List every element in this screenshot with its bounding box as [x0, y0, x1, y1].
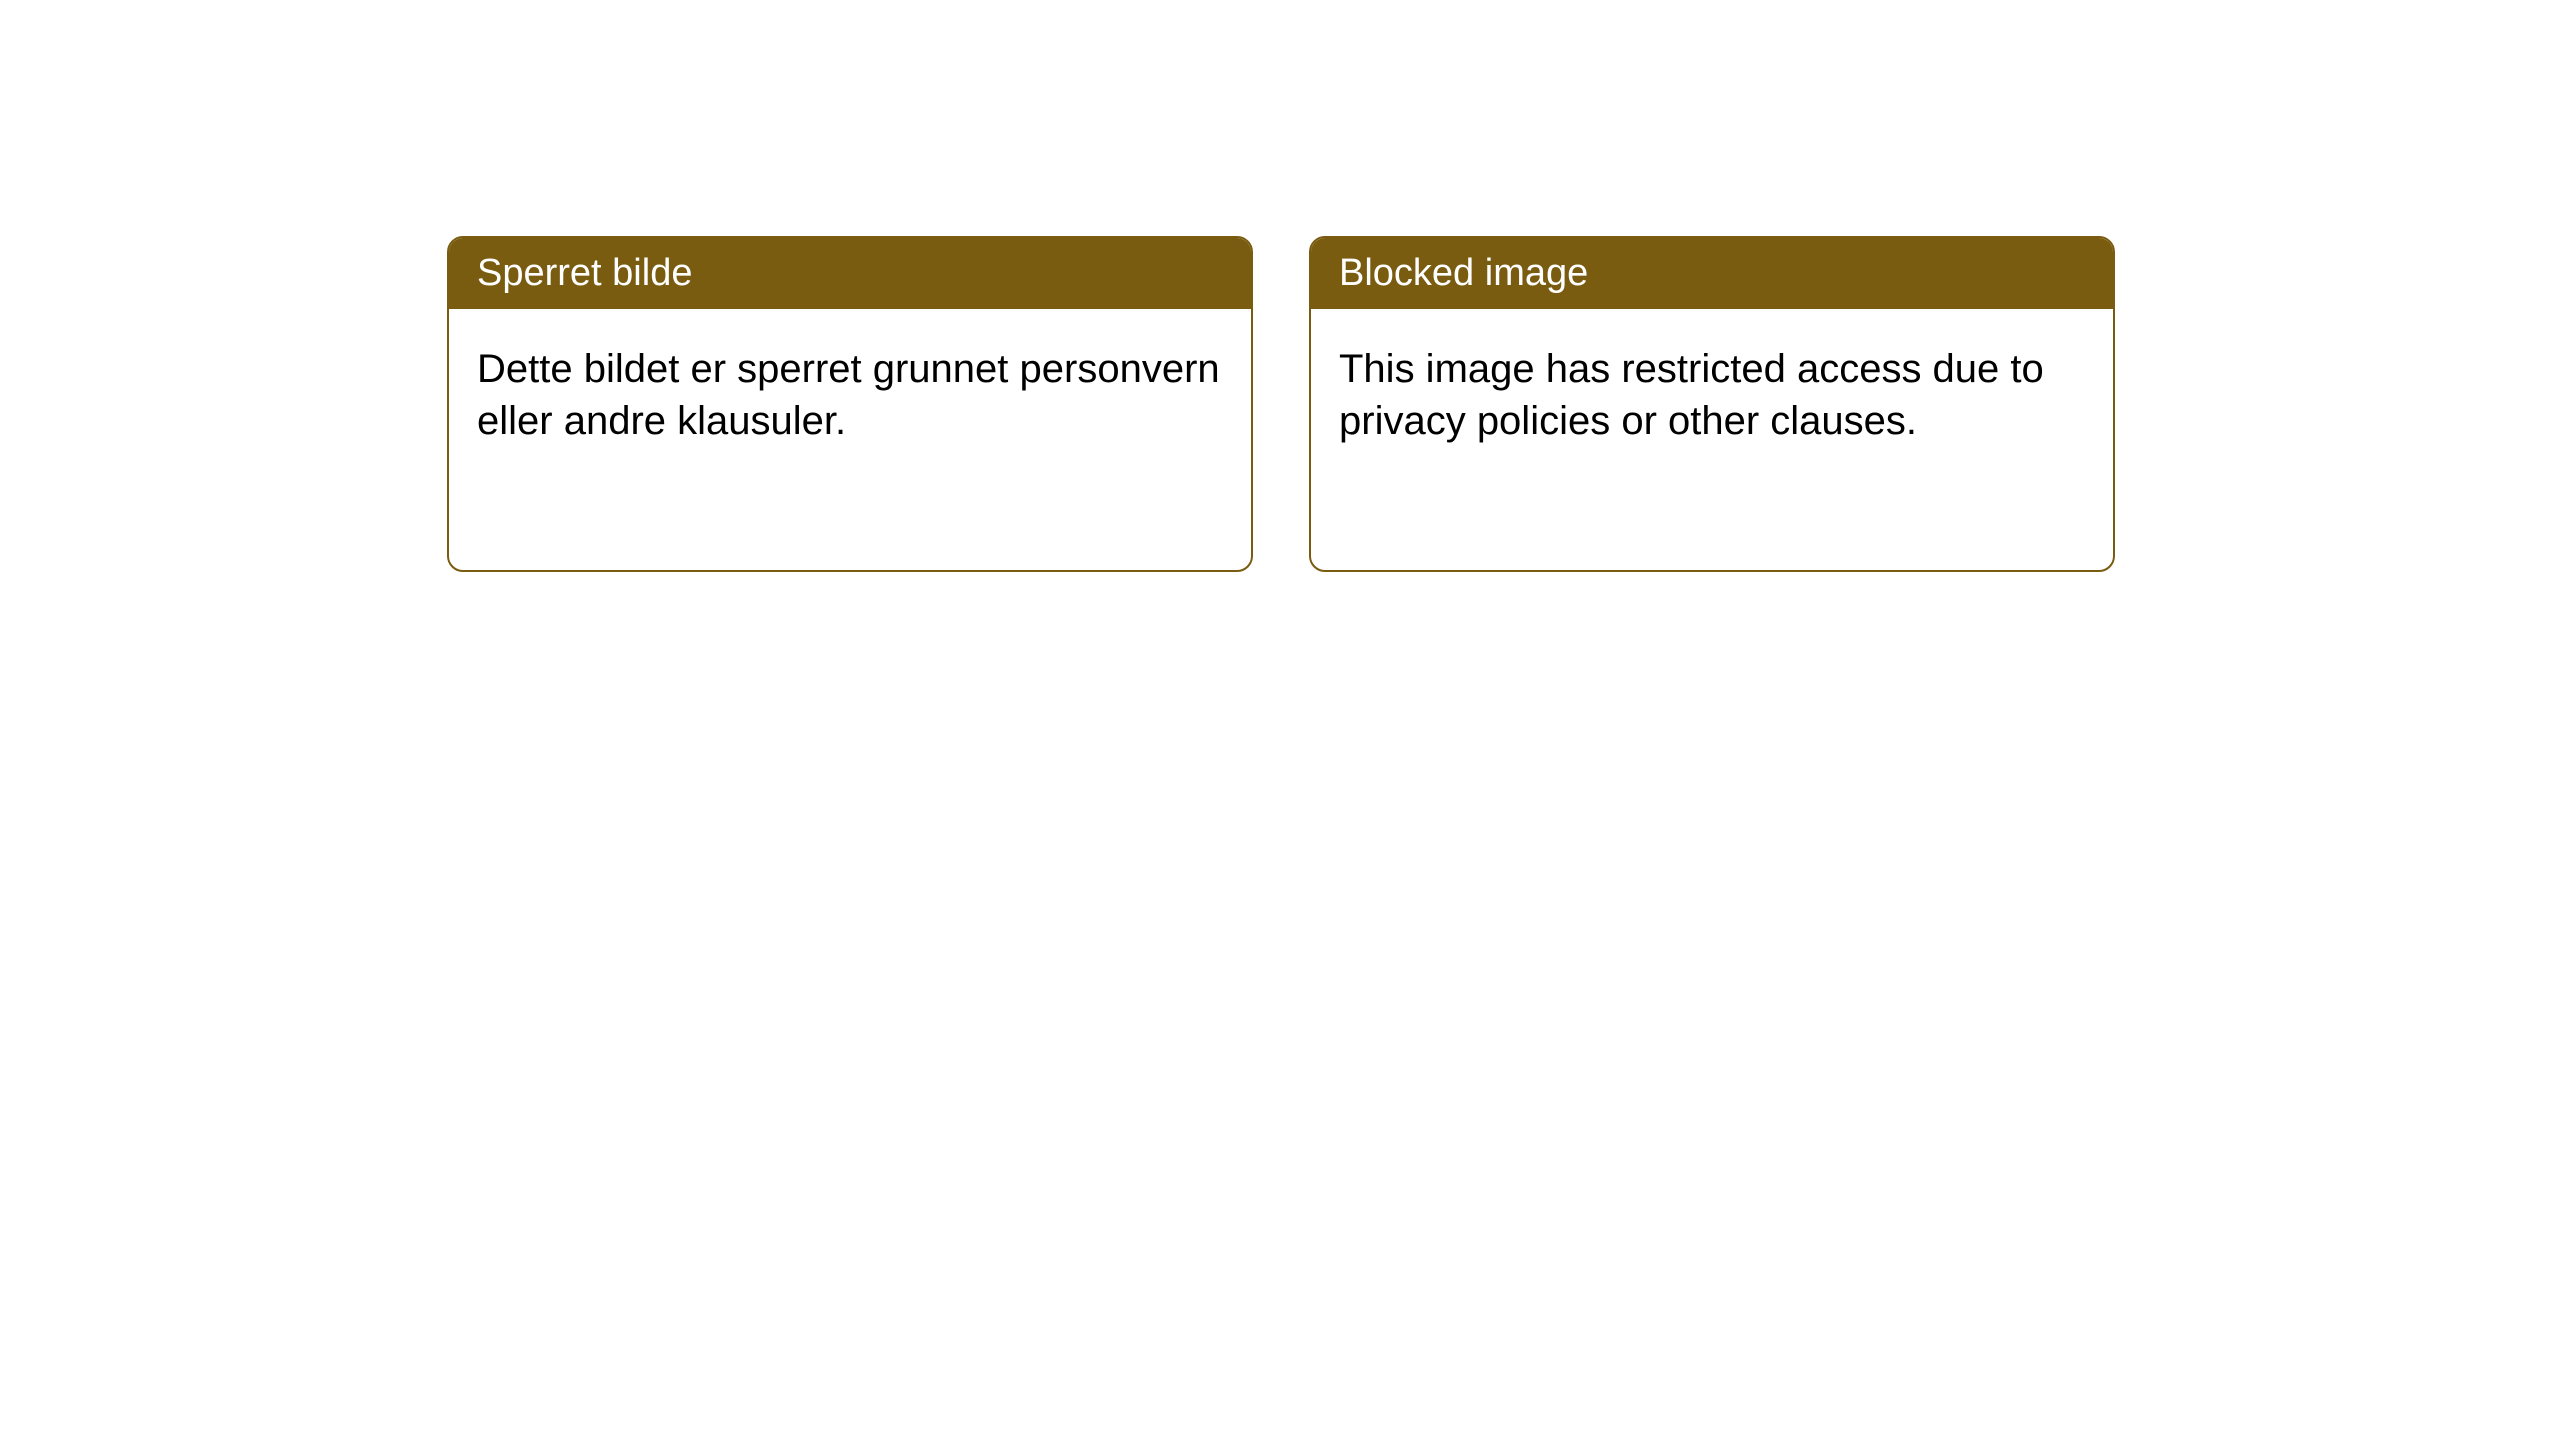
notice-container: Sperret bilde Dette bildet er sperret gr… [447, 236, 2115, 572]
card-body-text: Dette bildet er sperret grunnet personve… [477, 347, 1220, 443]
card-header: Sperret bilde [449, 238, 1251, 309]
card-body: This image has restricted access due to … [1311, 309, 2113, 481]
card-body-text: This image has restricted access due to … [1339, 347, 2044, 443]
card-header: Blocked image [1311, 238, 2113, 309]
card-header-text: Sperret bilde [477, 252, 692, 294]
card-header-text: Blocked image [1339, 252, 1588, 294]
notice-card-english: Blocked image This image has restricted … [1309, 236, 2115, 572]
card-body: Dette bildet er sperret grunnet personve… [449, 309, 1251, 481]
notice-card-norwegian: Sperret bilde Dette bildet er sperret gr… [447, 236, 1253, 572]
